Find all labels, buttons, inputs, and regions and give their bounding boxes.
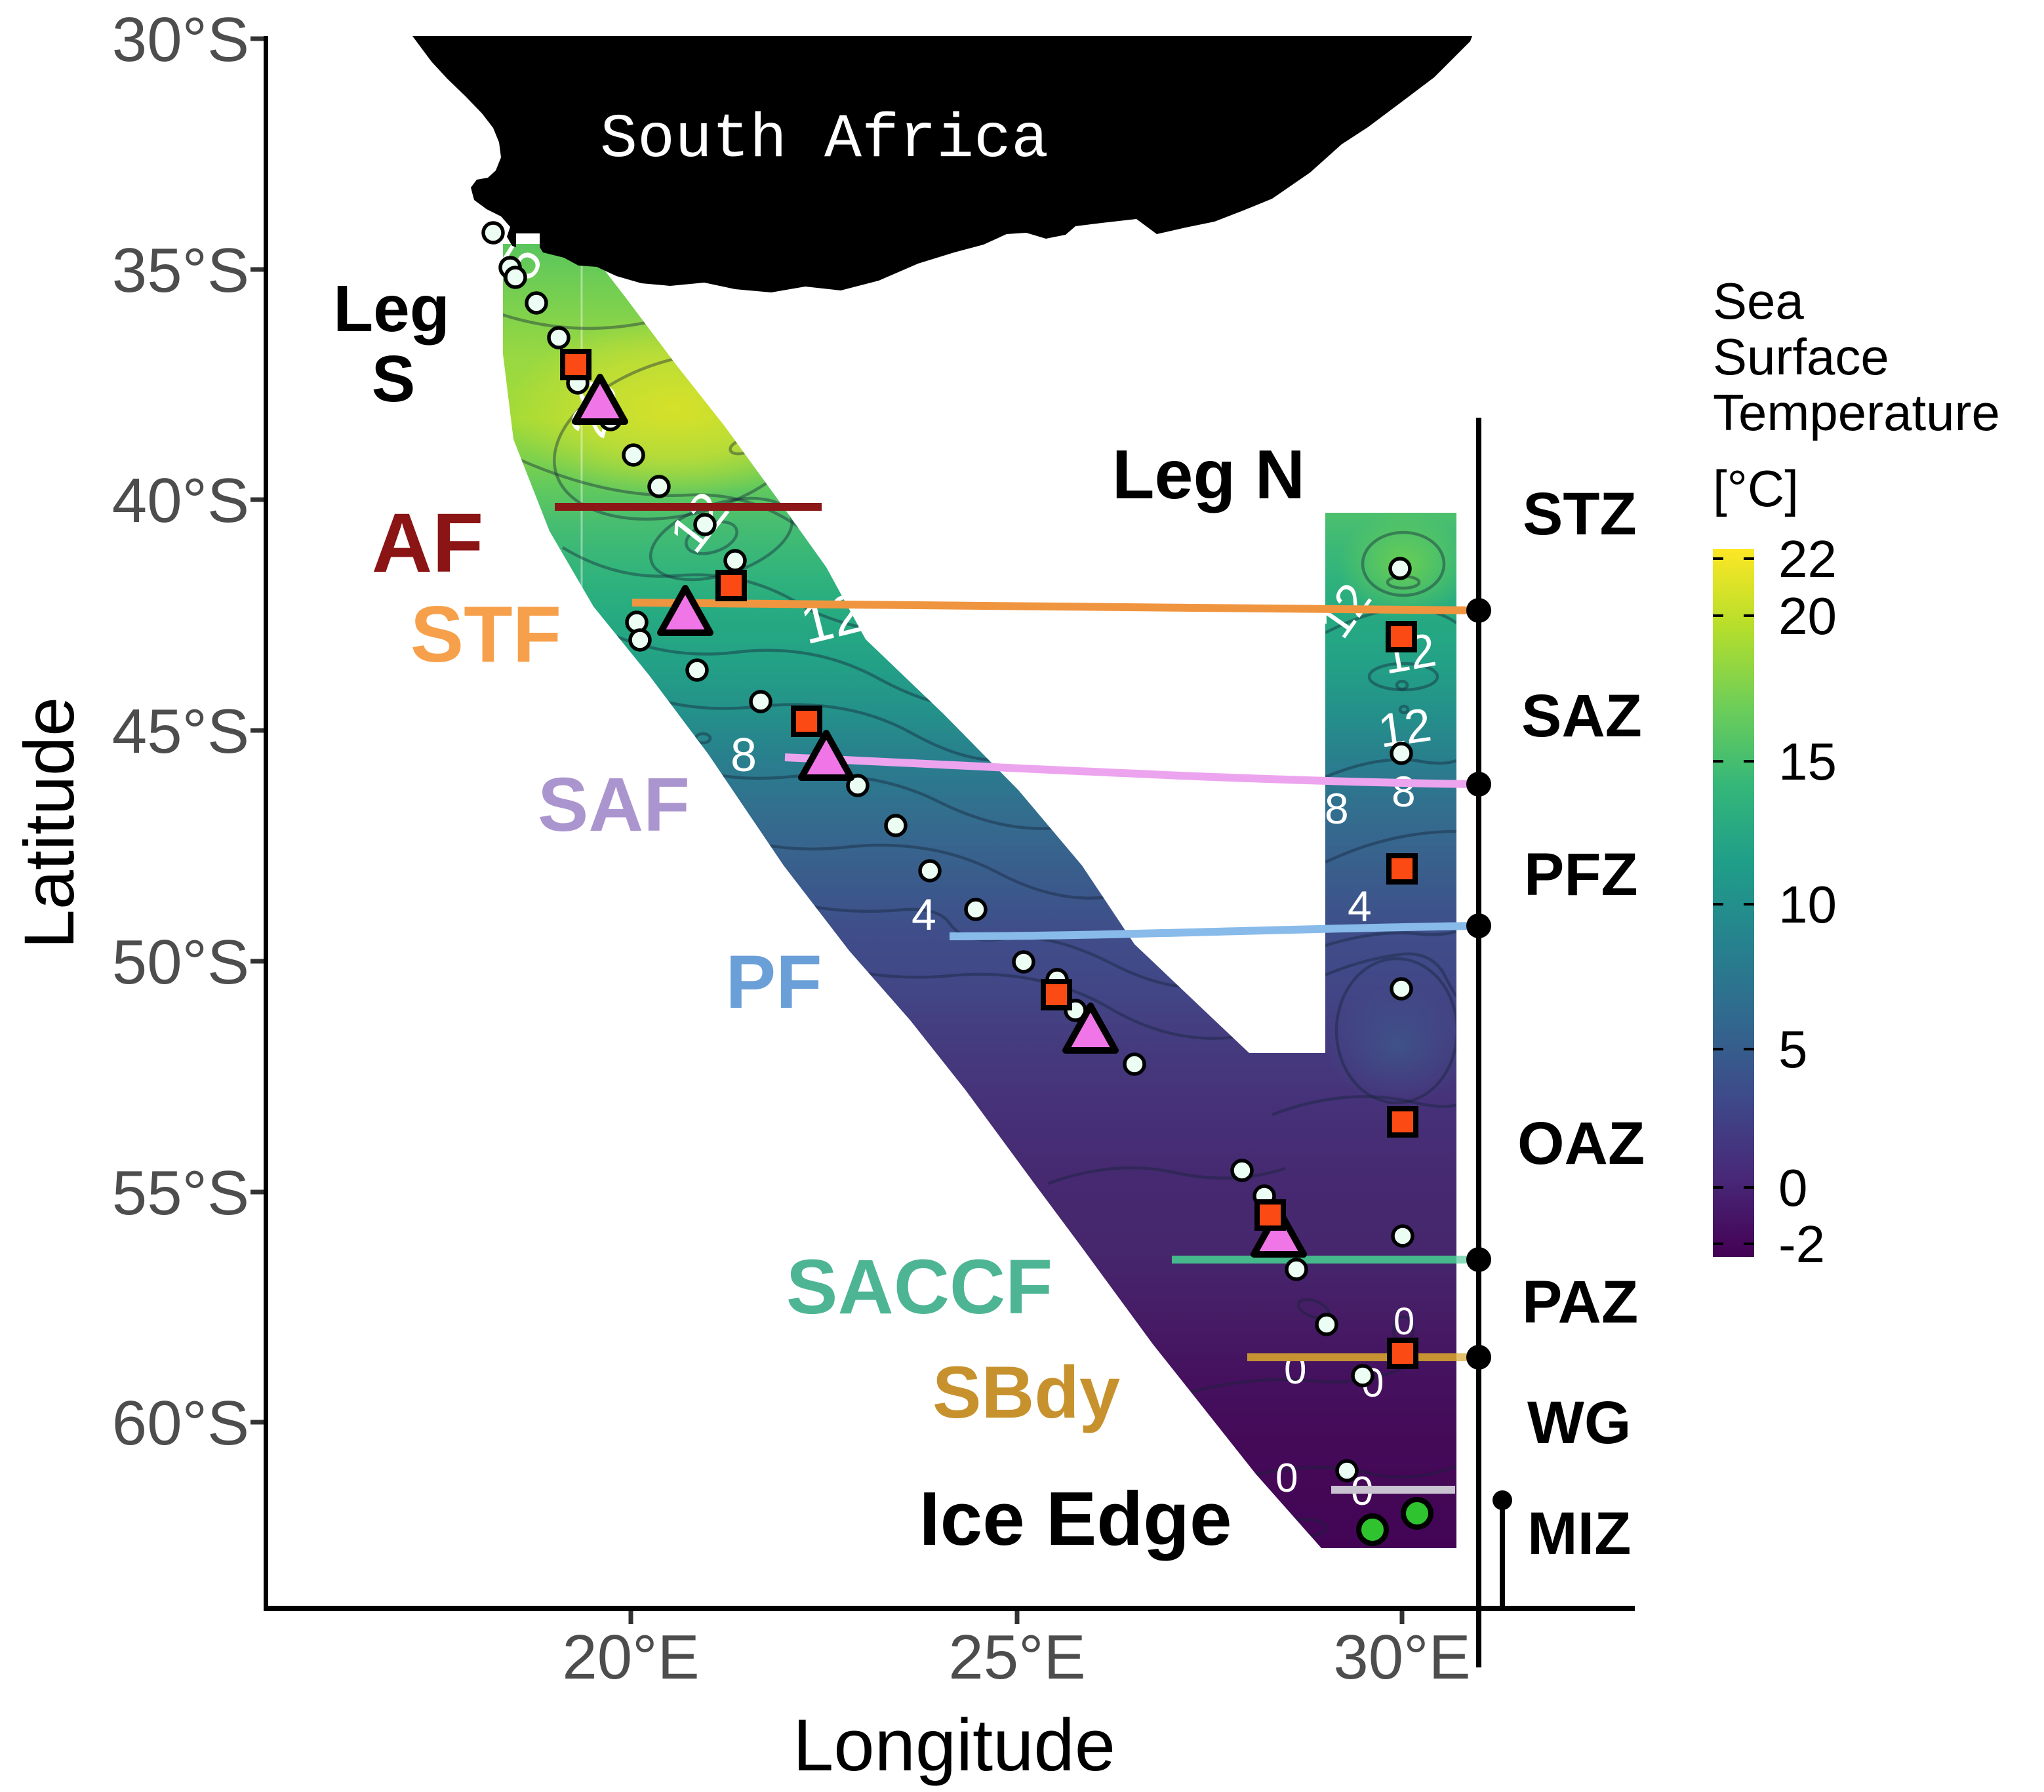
svg-text:45°S: 45°S	[112, 696, 249, 767]
svg-text:4: 4	[912, 890, 936, 940]
svg-text:0: 0	[1778, 1159, 1808, 1217]
svg-text:55°S: 55°S	[112, 1158, 249, 1228]
svg-text:Longitude: Longitude	[793, 1704, 1115, 1786]
svg-text:15: 15	[1778, 732, 1837, 791]
svg-text:4: 4	[1348, 882, 1372, 930]
svg-text:25°E: 25°E	[948, 1622, 1085, 1692]
svg-text:20°E: 20°E	[562, 1622, 699, 1692]
svg-text:South Africa: South Africa	[600, 104, 1049, 175]
svg-text:0: 0	[1393, 1300, 1414, 1343]
svg-text:Surface: Surface	[1713, 328, 1889, 386]
svg-text:5: 5	[1778, 1020, 1808, 1079]
svg-text:PFZ: PFZ	[1524, 841, 1638, 908]
svg-text:22: 22	[1778, 530, 1837, 588]
svg-text:SACCF: SACCF	[786, 1244, 1052, 1330]
svg-text:AF: AF	[372, 496, 484, 590]
svg-text:8: 8	[1325, 784, 1349, 833]
svg-text:WG: WG	[1527, 1389, 1631, 1456]
svg-text:50°S: 50°S	[112, 927, 249, 997]
svg-text:60°S: 60°S	[112, 1388, 249, 1458]
svg-text:10: 10	[1778, 875, 1837, 934]
svg-text:STF: STF	[411, 589, 561, 679]
svg-text:20: 20	[1778, 587, 1837, 645]
svg-text:0: 0	[1275, 1456, 1298, 1501]
svg-text:PF: PF	[726, 940, 822, 1024]
svg-text:Ice Edge: Ice Edge	[919, 1476, 1232, 1561]
svg-text:30°S: 30°S	[112, 5, 249, 75]
svg-text:30°E: 30°E	[1333, 1622, 1470, 1692]
svg-text:Leg N: Leg N	[1112, 436, 1305, 513]
svg-text:Leg: Leg	[333, 272, 450, 346]
svg-text:SAF: SAF	[538, 762, 690, 847]
svg-text:35°S: 35°S	[112, 235, 249, 306]
svg-text:MIZ: MIZ	[1527, 1500, 1631, 1567]
svg-text:STZ: STZ	[1523, 481, 1637, 548]
svg-text:OAZ: OAZ	[1517, 1110, 1645, 1177]
svg-text:40°S: 40°S	[112, 466, 249, 536]
svg-text:[°C]: [°C]	[1713, 460, 1799, 517]
svg-text:PAZ: PAZ	[1522, 1269, 1638, 1336]
svg-text:SAZ: SAZ	[1521, 683, 1642, 749]
svg-text:S: S	[372, 342, 416, 416]
svg-text:-2: -2	[1778, 1215, 1825, 1273]
svg-text:8: 8	[731, 729, 757, 782]
svg-text:SBdy: SBdy	[932, 1351, 1120, 1433]
svg-text:Sea: Sea	[1713, 272, 1804, 330]
svg-text:8: 8	[1392, 767, 1416, 816]
svg-text:Temperature: Temperature	[1713, 384, 2000, 441]
svg-text:Latitude: Latitude	[9, 697, 89, 949]
